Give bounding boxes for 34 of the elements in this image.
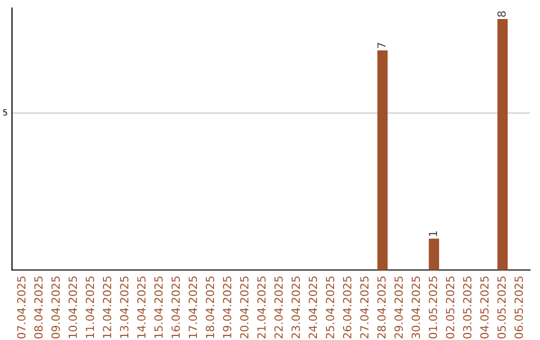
- x-tick-label: 25.04.2025: [326, 276, 334, 338]
- x-tick-label: 15.04.2025: [154, 276, 163, 338]
- x-tick-label: 10.04.2025: [68, 276, 77, 338]
- x-tick-label: 26.04.2025: [343, 276, 352, 338]
- x-tick-label: 13.04.2025: [120, 276, 128, 338]
- x-tick-label: 05.05.2025: [497, 276, 506, 338]
- x-tick-label: 14.04.2025: [137, 276, 146, 338]
- x-tick-label: 02.05.2025: [446, 276, 454, 338]
- x-tick-label: 01.05.2025: [428, 276, 438, 338]
- x-tick-label: 18.04.2025: [206, 276, 214, 338]
- x-tick-label: 21.04.2025: [257, 276, 266, 338]
- x-tick-label: 28.04.2025: [377, 276, 386, 338]
- x-tick-label: 29.04.2025: [394, 276, 403, 338]
- x-tick-label: 27.04.2025: [360, 276, 369, 338]
- data-label: 8: [497, 11, 506, 17]
- data-label: 7: [377, 42, 386, 48]
- x-tick-label: 23.04.2025: [292, 276, 300, 338]
- x-tick-label: 20.04.2025: [240, 276, 248, 338]
- x-tick-label: 19.04.2025: [222, 276, 232, 338]
- x-tick-label: 07.04.2025: [17, 276, 26, 338]
- x-tick-label: 08.04.2025: [34, 276, 43, 338]
- ref-line-label: 5: [3, 109, 8, 116]
- data-label: 1: [428, 231, 438, 236]
- x-tick-label: 09.04.2025: [51, 276, 60, 338]
- x-tick-label: 22.04.2025: [274, 276, 283, 338]
- x-tick-label: 03.05.2025: [463, 276, 472, 338]
- x-tick-label: 11.04.2025: [86, 276, 94, 338]
- x-tick-label: 30.04.2025: [412, 276, 420, 338]
- x-tick-label: 06.05.2025: [514, 276, 523, 338]
- x-tick-label: 12.04.2025: [102, 276, 112, 338]
- x-tick-label: 17.04.2025: [188, 276, 198, 338]
- x-tick-label: 24.04.2025: [308, 276, 318, 338]
- x-tick-label: 16.04.2025: [171, 276, 180, 338]
- x-tick-label: 04.05.2025: [480, 276, 489, 338]
